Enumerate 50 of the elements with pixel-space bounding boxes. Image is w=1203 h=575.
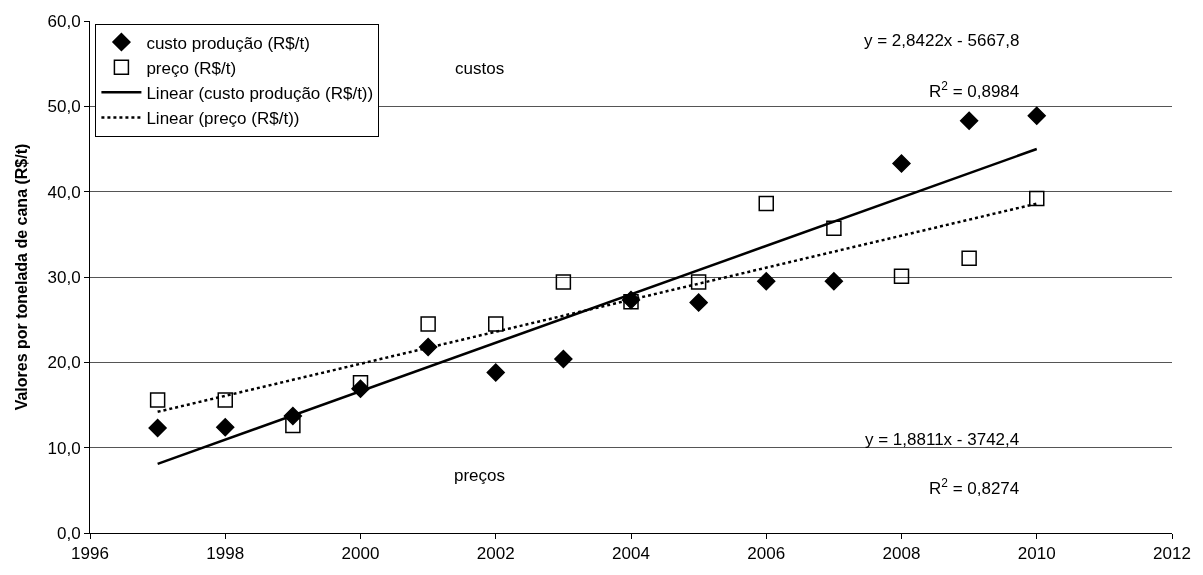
y-tick-label: 10,0: [47, 438, 81, 458]
annotation: preços: [454, 466, 506, 485]
x-tick-label: 1996: [71, 544, 109, 564]
x-tick-label: 2012: [1153, 544, 1191, 564]
y-tick-label: 0,0: [56, 523, 81, 543]
point: [148, 418, 167, 438]
y-tick-label: 50,0: [47, 97, 81, 117]
x-tick-label: 2010: [1017, 544, 1056, 564]
x-tick-label: 2006: [747, 544, 786, 564]
legend-label: Linear (preço (R$/t)): [146, 109, 300, 129]
x-tick-label: 2004: [612, 544, 650, 564]
annotation: y = 2,8422x - 5667,8: [864, 31, 1020, 50]
annotation: y = 1,8811x - 3742,4: [865, 430, 1020, 449]
legend-label: custo produção (R$/t): [146, 33, 310, 53]
point: [488, 316, 504, 332]
point: [824, 272, 844, 291]
legend-label: Linear (custo produção (R$/t)): [146, 83, 374, 103]
y-tick-label: 20,0: [47, 353, 81, 373]
point: [555, 274, 572, 290]
annotation: R$^{2}$ = 0,8274: [929, 476, 1020, 499]
point: [689, 293, 708, 312]
point: [216, 417, 235, 437]
point: [826, 220, 842, 237]
point: [1027, 106, 1046, 125]
point: [892, 154, 911, 173]
y-tick-label: 40,0: [47, 182, 81, 202]
x-tick-label: 2008: [882, 544, 921, 564]
y-axis-title: Valores por tonelada de cana (R$/t): [13, 143, 31, 411]
point: [893, 268, 910, 284]
point: [217, 392, 233, 408]
point: [959, 111, 979, 131]
point: [486, 363, 505, 382]
point: [1029, 190, 1045, 207]
point: [961, 250, 977, 266]
x-tick-label: 2002: [476, 544, 515, 564]
x-tick-label: 2000: [341, 544, 380, 564]
annotation: R$^{2}$ = 0,8984: [929, 79, 1020, 102]
point: [285, 417, 301, 434]
point: [352, 375, 369, 391]
annotation: custos: [455, 59, 505, 78]
point: [758, 195, 774, 212]
point: [757, 272, 776, 291]
point: [690, 274, 707, 290]
point: [420, 316, 436, 332]
point: [149, 392, 166, 408]
y-tick-label: 30,0: [47, 267, 81, 287]
point: [554, 349, 573, 369]
y-tick-label: 60,0: [47, 11, 81, 31]
legend-label: preço (R$/t): [146, 58, 237, 78]
x-tick-label: 1998: [206, 544, 245, 564]
